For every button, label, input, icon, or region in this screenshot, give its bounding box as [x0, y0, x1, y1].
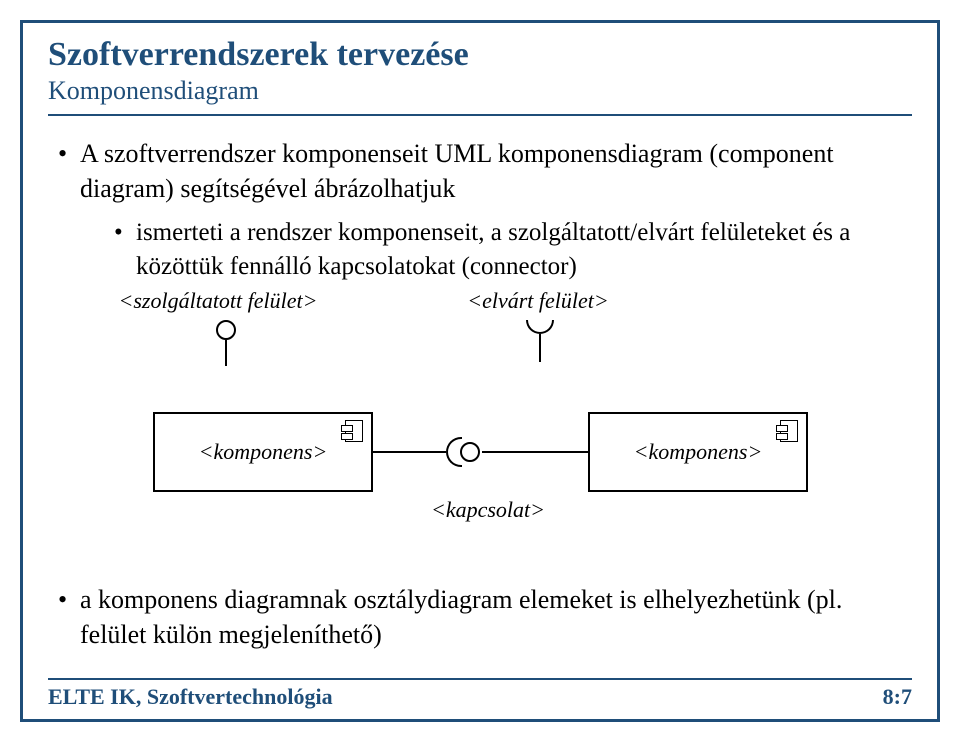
connector-line-right — [482, 451, 588, 453]
outer-border-top — [20, 20, 940, 23]
page-title: Szoftverrendszerek tervezése — [48, 36, 912, 74]
page-subtitle: Komponensdiagram — [48, 76, 912, 106]
bullet-1-sub-text: ismerteti a rendszer komponenseit, a szo… — [136, 219, 850, 280]
footer: ELTE IK, Szoftvertechnológia 8:7 — [48, 678, 912, 710]
connector-label: <kapcsolat> — [408, 497, 568, 523]
required-interface-symbol — [526, 320, 554, 370]
component-2-label: <komponens> — [634, 439, 763, 465]
required-interface-label: <elvárt felület> — [438, 288, 638, 314]
bullet-2-text: a komponens diagramnak osztálydiagram el… — [80, 585, 842, 649]
connector-line-left — [373, 451, 446, 453]
outer-border-right — [937, 20, 940, 722]
footer-divider — [48, 678, 912, 680]
bullet-list: A szoftverrendszer komponenseit UML komp… — [48, 136, 912, 284]
bullet-1: A szoftverrendszer komponenseit UML komp… — [54, 136, 912, 284]
outer-border-bottom — [20, 719, 940, 722]
component-box-2: <komponens> — [588, 412, 808, 492]
component-icon — [780, 420, 798, 442]
bullet-2: a komponens diagramnak osztálydiagram el… — [54, 582, 912, 652]
footer-right: 8:7 — [883, 684, 912, 710]
slide-page: Szoftverrendszerek tervezése Komponensdi… — [0, 0, 960, 742]
header-divider — [48, 114, 912, 116]
component-1-label: <komponens> — [199, 439, 328, 465]
provided-interface-label: <szolgáltatott felület> — [98, 288, 338, 314]
component-icon — [345, 420, 363, 442]
outer-border-left — [20, 20, 23, 722]
footer-left: ELTE IK, Szoftvertechnológia — [48, 684, 333, 710]
bullet-1-text: A szoftverrendszer komponenseit UML komp… — [80, 139, 834, 203]
component-box-1: <komponens> — [153, 412, 373, 492]
bullet-list-2: a komponens diagramnak osztálydiagram el… — [48, 582, 912, 652]
provided-interface-symbol — [216, 320, 236, 370]
bullet-1-sub: ismerteti a rendszer komponenseit, a szo… — [110, 216, 912, 284]
uml-diagram: <szolgáltatott felület> <elvárt felület>… — [48, 292, 912, 572]
